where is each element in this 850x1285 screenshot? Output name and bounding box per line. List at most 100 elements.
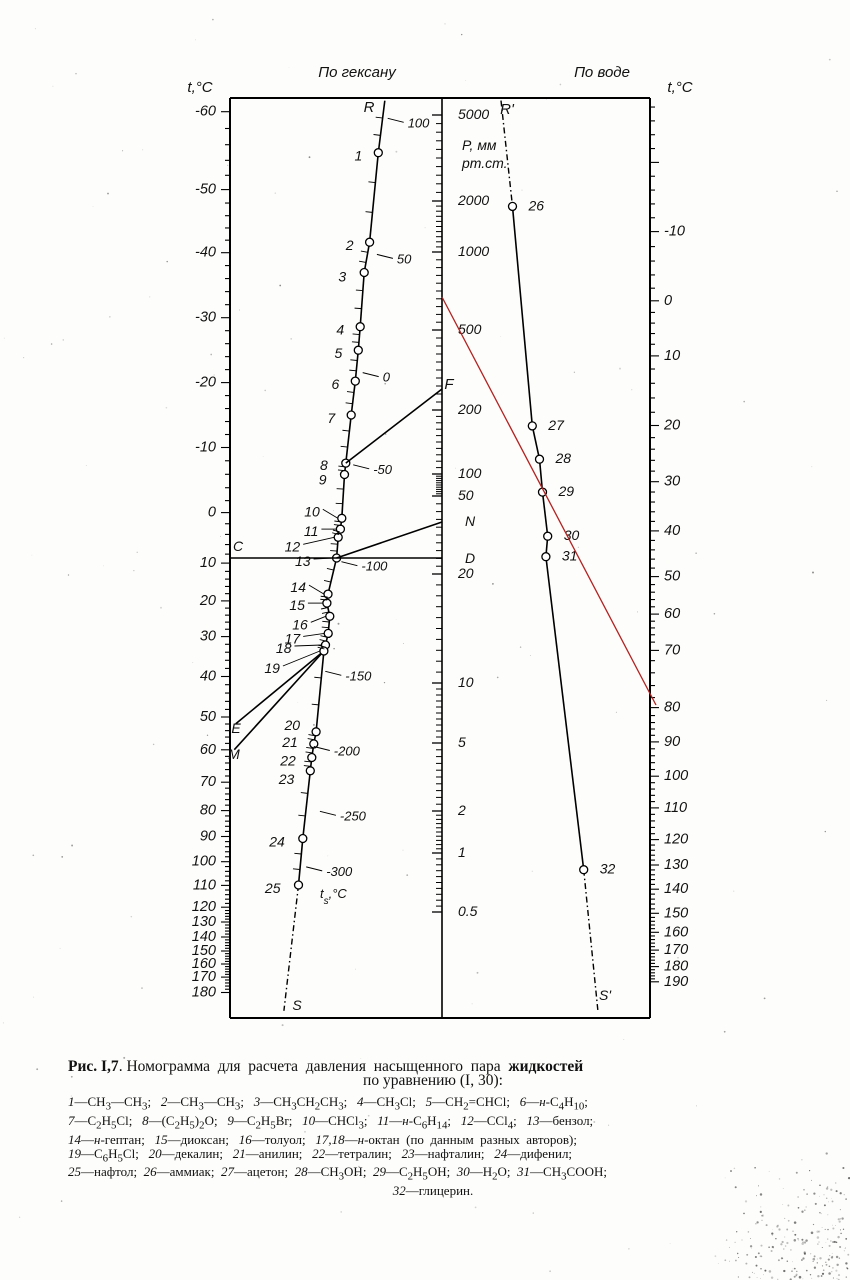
- svg-text:-10: -10: [195, 440, 216, 456]
- svg-text:170: 170: [192, 969, 216, 985]
- svg-text:40: 40: [664, 523, 680, 539]
- svg-text:2: 2: [345, 237, 354, 253]
- svg-text:По гексану: По гексану: [318, 64, 397, 81]
- svg-text:90: 90: [200, 829, 216, 845]
- svg-text:50: 50: [200, 709, 216, 725]
- svg-text:F: F: [444, 376, 454, 393]
- svg-text:1: 1: [458, 844, 466, 860]
- svg-text:10: 10: [664, 348, 680, 364]
- svg-text:60: 60: [200, 742, 216, 758]
- svg-text:150: 150: [664, 905, 688, 921]
- svg-text:5: 5: [458, 734, 466, 750]
- svg-text:21: 21: [281, 734, 298, 750]
- svg-text:140: 140: [664, 881, 688, 897]
- svg-text:5: 5: [335, 345, 343, 361]
- svg-text:9: 9: [319, 472, 327, 488]
- svg-text:По воде: По воде: [574, 64, 630, 81]
- svg-text:130: 130: [192, 914, 216, 930]
- svg-text:R: R: [364, 99, 375, 116]
- svg-text:80: 80: [200, 803, 216, 819]
- svg-text:24: 24: [268, 834, 285, 850]
- svg-text:40: 40: [200, 669, 216, 685]
- svg-text:4: 4: [336, 322, 344, 338]
- svg-text:90: 90: [664, 734, 680, 750]
- svg-text:-200: -200: [334, 744, 361, 759]
- svg-text:20: 20: [284, 717, 301, 733]
- svg-text:2: 2: [457, 802, 466, 818]
- svg-text:10: 10: [304, 503, 320, 519]
- svg-text:170: 170: [664, 942, 688, 958]
- svg-text:-100: -100: [361, 559, 388, 574]
- svg-text:-60: -60: [195, 104, 216, 120]
- svg-text:-50: -50: [373, 462, 393, 477]
- svg-text:110: 110: [193, 877, 216, 893]
- svg-text:t,°C: t,°C: [187, 79, 212, 96]
- svg-text:10: 10: [200, 555, 216, 571]
- svg-text:12: 12: [285, 538, 301, 554]
- svg-text:70: 70: [664, 642, 680, 658]
- svg-text:190: 190: [664, 974, 688, 990]
- svg-text:30: 30: [200, 629, 216, 645]
- svg-text:22: 22: [279, 753, 296, 769]
- svg-text:S: S: [292, 997, 302, 1013]
- svg-text:180: 180: [664, 959, 688, 975]
- svg-text:120: 120: [192, 899, 216, 915]
- svg-text:R': R': [500, 101, 515, 118]
- svg-text:18: 18: [276, 640, 292, 656]
- svg-text:рт.ст.: рт.ст.: [461, 155, 508, 171]
- svg-text:25: 25: [264, 880, 281, 896]
- svg-text:80: 80: [664, 700, 680, 716]
- svg-text:D: D: [465, 550, 475, 566]
- svg-text:20: 20: [457, 565, 474, 581]
- svg-text:50: 50: [458, 487, 474, 503]
- svg-text:130: 130: [664, 857, 688, 873]
- svg-text:0: 0: [664, 293, 672, 309]
- svg-text:t,°C: t,°C: [667, 79, 692, 96]
- svg-text:14: 14: [290, 579, 306, 595]
- svg-text:0: 0: [208, 505, 216, 521]
- svg-text:7: 7: [327, 410, 336, 426]
- svg-text:20: 20: [663, 418, 680, 434]
- svg-text:10: 10: [458, 674, 474, 690]
- svg-text:50: 50: [397, 251, 412, 266]
- svg-text:23: 23: [278, 771, 295, 787]
- svg-text:-10: -10: [664, 224, 685, 240]
- svg-text:-300: -300: [326, 864, 353, 879]
- svg-text:-20: -20: [195, 375, 216, 391]
- svg-text:0: 0: [383, 370, 391, 385]
- svg-text:100: 100: [192, 854, 216, 870]
- svg-text:N: N: [465, 513, 476, 529]
- svg-text:E: E: [231, 720, 241, 736]
- svg-text:29: 29: [558, 483, 575, 499]
- svg-text:26: 26: [528, 197, 545, 213]
- svg-text:-50: -50: [195, 182, 216, 198]
- svg-text:3: 3: [338, 269, 346, 285]
- svg-text:19: 19: [264, 660, 280, 676]
- svg-text:5000: 5000: [458, 106, 489, 122]
- svg-text:30: 30: [664, 474, 680, 490]
- svg-text:100: 100: [664, 768, 688, 784]
- svg-text:27: 27: [547, 417, 565, 433]
- svg-text:11: 11: [304, 523, 319, 539]
- svg-text:200: 200: [457, 401, 482, 417]
- svg-text:2000: 2000: [457, 192, 489, 208]
- svg-text:60: 60: [664, 606, 680, 622]
- svg-text:15: 15: [289, 597, 305, 613]
- svg-text:100: 100: [458, 465, 482, 481]
- svg-text:6: 6: [332, 376, 340, 392]
- svg-text:1: 1: [355, 148, 363, 164]
- svg-text:-150: -150: [345, 668, 372, 683]
- svg-text:0.5: 0.5: [458, 903, 478, 919]
- svg-text:50: 50: [664, 569, 680, 585]
- svg-text:120: 120: [664, 832, 688, 848]
- svg-text:1000: 1000: [458, 243, 489, 259]
- svg-text:-40: -40: [195, 245, 216, 261]
- svg-text:70: 70: [200, 774, 216, 790]
- svg-text:C: C: [233, 538, 244, 554]
- svg-text:32: 32: [600, 861, 616, 877]
- svg-text:180: 180: [192, 985, 216, 1001]
- svg-text:S': S': [599, 987, 612, 1003]
- svg-text:P, мм: P, мм: [462, 137, 497, 153]
- svg-text:20: 20: [199, 593, 216, 609]
- svg-text:160: 160: [664, 924, 688, 940]
